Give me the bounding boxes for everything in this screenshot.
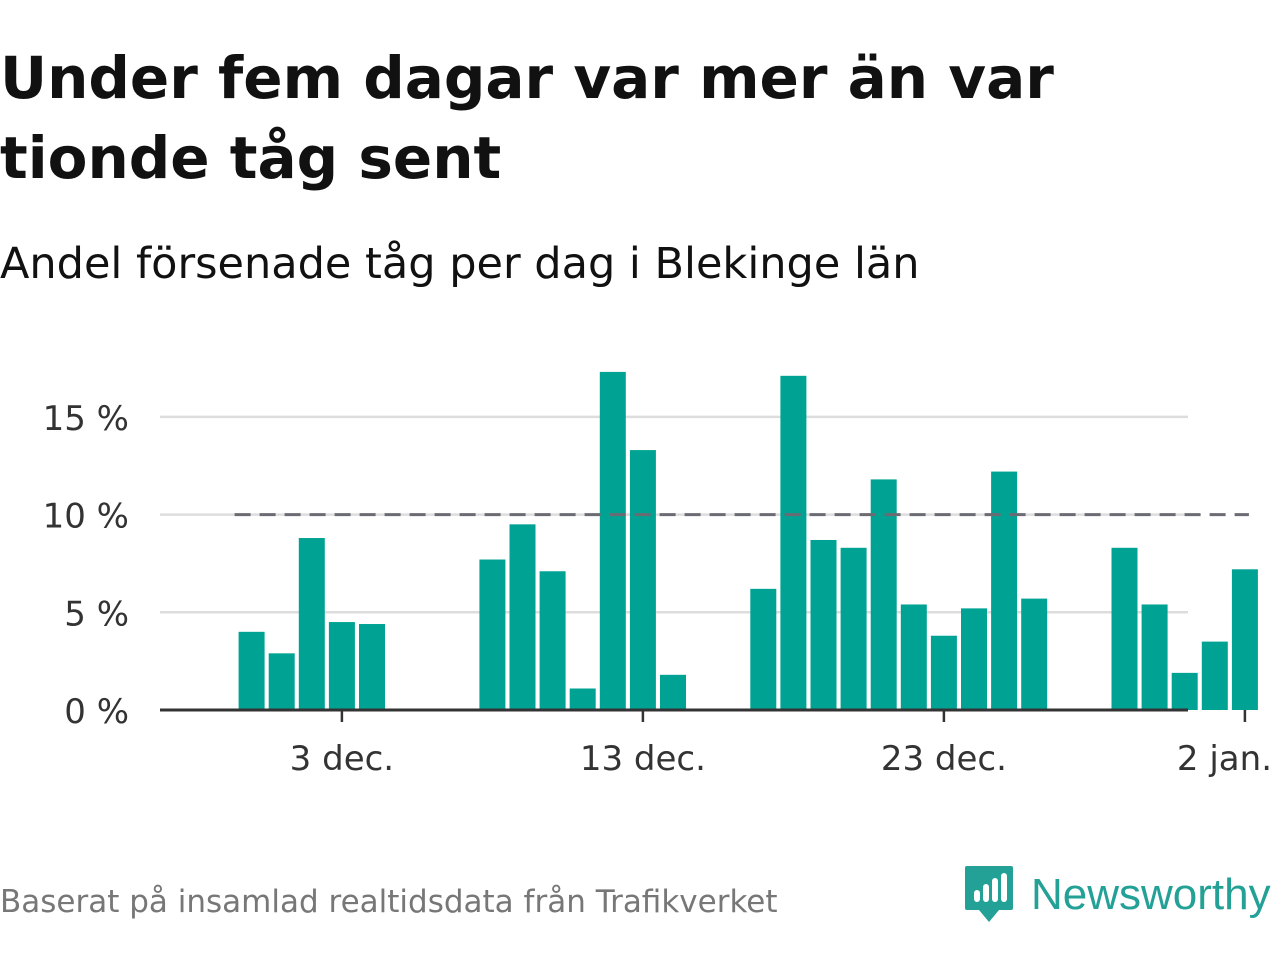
bar xyxy=(810,539,837,710)
bar xyxy=(629,450,656,710)
chart-title: Under fem dagar var mer än var tionde tå… xyxy=(0,44,1054,192)
bar xyxy=(328,622,355,710)
y-tick-label: 5 % xyxy=(64,594,129,634)
source-note: Baserat på insamlad realtidsdata från Tr… xyxy=(0,884,778,920)
bar xyxy=(539,571,566,710)
axes: 0 % 5 % 10 % 15 % 3 dec. 13 dec. 23 dec. 2 jan. xyxy=(43,399,1272,779)
bar xyxy=(1231,569,1258,710)
x-tick-label: 23 dec. xyxy=(881,739,1007,779)
bar xyxy=(750,588,777,710)
bar xyxy=(1111,547,1138,710)
brand-logo: Newsworthy xyxy=(963,864,1271,926)
bar xyxy=(780,375,807,710)
bar xyxy=(1201,641,1228,710)
bar xyxy=(660,674,686,710)
bar xyxy=(991,471,1018,710)
newsworthy-logo-icon xyxy=(965,866,1013,922)
y-tick-label: 15 % xyxy=(43,399,129,439)
bar xyxy=(359,624,385,710)
bar xyxy=(1021,598,1048,710)
bar xyxy=(961,608,987,710)
x-tick-label: 2 jan. xyxy=(1177,739,1272,779)
bar xyxy=(870,479,897,710)
bar xyxy=(238,631,265,710)
bar xyxy=(298,538,325,710)
x-tick-label: 3 dec. xyxy=(290,739,394,779)
y-tick-label: 10 % xyxy=(43,497,129,537)
bar xyxy=(479,559,506,710)
bar xyxy=(1171,672,1198,710)
bar xyxy=(840,547,867,710)
bar xyxy=(569,688,596,710)
x-tick-label: 13 dec. xyxy=(580,739,706,779)
y-tick-label: 0 % xyxy=(64,692,129,732)
brand-name: Newsworthy xyxy=(1031,870,1271,919)
bar xyxy=(599,371,626,710)
bar xyxy=(930,635,957,710)
bars xyxy=(238,371,1258,710)
bar xyxy=(1141,604,1168,710)
bar xyxy=(268,653,295,710)
bar xyxy=(509,524,536,710)
bar xyxy=(900,604,927,710)
chart-subtitle: Andel försenade tåg per dag i Blekinge l… xyxy=(0,239,920,289)
bar-chart: 0 % 5 % 10 % 15 % 3 dec. 13 dec. 23 dec. 2 jan. xyxy=(43,371,1272,779)
